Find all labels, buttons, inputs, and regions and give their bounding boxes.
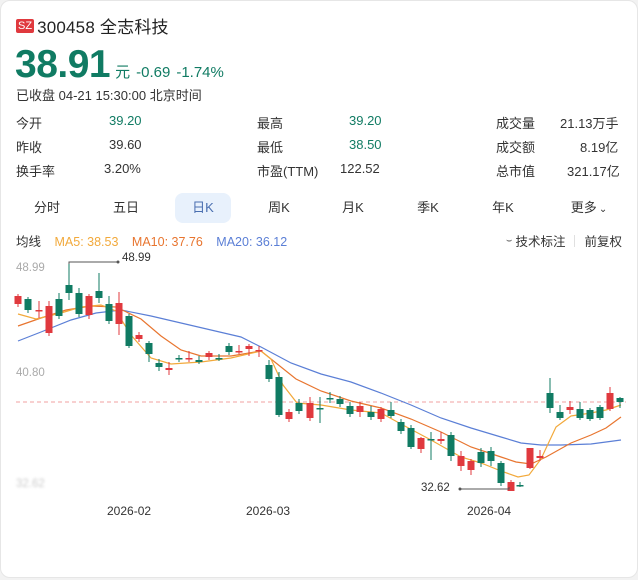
amount-value: 8.19亿 [580,140,619,155]
eye-icon: ⌣ [505,235,513,246]
y-axis-max-label: 48.99 [16,262,45,274]
mktcap-label: 总市值 [496,164,536,179]
turnover-label: 换手率 [16,164,56,179]
open-value: 39.20 [109,113,142,128]
y-axis-mid-label: 40.80 [16,367,45,379]
prev-close-label: 昨收 [16,140,43,155]
pe-label: 市盈(TTM) [257,164,319,179]
tab-yearly-k[interactable]: 年K [492,200,514,215]
more-label: 更多 [570,200,597,215]
stock-title-row: SZ 300458 全志科技 [16,13,169,38]
x-axis-label-apr: 2026-04 [467,504,512,518]
tab-weekly-k[interactable]: 周K [268,200,290,215]
volume-label: 成交量 [496,116,536,131]
mktcap-value: 321.17亿 [567,164,620,179]
prev-close-value: 39.60 [109,137,142,152]
ma5-value: MA5: 38.53 [54,235,119,249]
tab-five-day[interactable]: 五日 [112,200,139,215]
ma10-value: MA10: 37.76 [131,235,203,249]
tab-daily-k[interactable]: 日K [175,193,231,223]
tab-more[interactable]: 更多 ⌄ [561,193,617,223]
y-axis-min-label: 32.62 [16,478,45,490]
price-change-pct: -1.74% [176,64,224,81]
exchange-badge: SZ [16,18,35,33]
turnover-value: 3.20% [104,161,141,176]
pe-value: 122.52 [340,161,380,176]
adjust-toggle[interactable]: 前复权 [584,235,622,249]
chevron-down-icon: ⌄ [598,204,608,215]
current-price: 38.91 [15,43,111,86]
tab-intraday[interactable]: 分时 [33,200,60,215]
low-value: 38.50 [349,137,382,152]
volume-value: 21.13万手 [560,116,619,131]
market-status: 已收盘 04-21 15:30:00 北京时间 [16,88,202,103]
ma20-value: MA20: 36.12 [216,235,288,249]
high-value: 39.20 [349,113,382,128]
max-annotation: 48.99 [122,252,151,264]
price-row: 38.91 元 -0.69 -1.74% [15,43,224,87]
ma-label: 均线 [16,235,42,249]
ma-legend: 均线 MA5: 38.53 MA10: 37.76 MA20: 36.12 [16,231,297,250]
divider [574,234,576,247]
x-axis-label-mar: 2026-03 [246,504,291,518]
candlestick-chart[interactable] [1,1,638,501]
tab-quarterly-k[interactable]: 季K [417,200,439,215]
annotate-toggle[interactable]: 技术标注 [515,235,566,249]
amount-label: 成交额 [496,140,536,155]
min-annotation: 32.62 [421,482,450,494]
open-label: 今开 [16,116,43,131]
price-change: -0.69 [136,64,171,81]
high-label: 最高 [257,116,284,131]
stock-code-name[interactable]: 300458 全志科技 [37,18,169,37]
chart-tools: ⌣ 技术标注 前复权 [506,231,622,250]
price-unit: 元 [115,64,131,81]
tab-monthly-k[interactable]: 月K [342,200,364,215]
x-axis-label-feb: 2026-02 [107,504,152,518]
period-tabs: 分时 五日 日K 周K 月K 季K 年K 更多 ⌄ [1,193,637,223]
low-label: 最低 [257,140,284,155]
